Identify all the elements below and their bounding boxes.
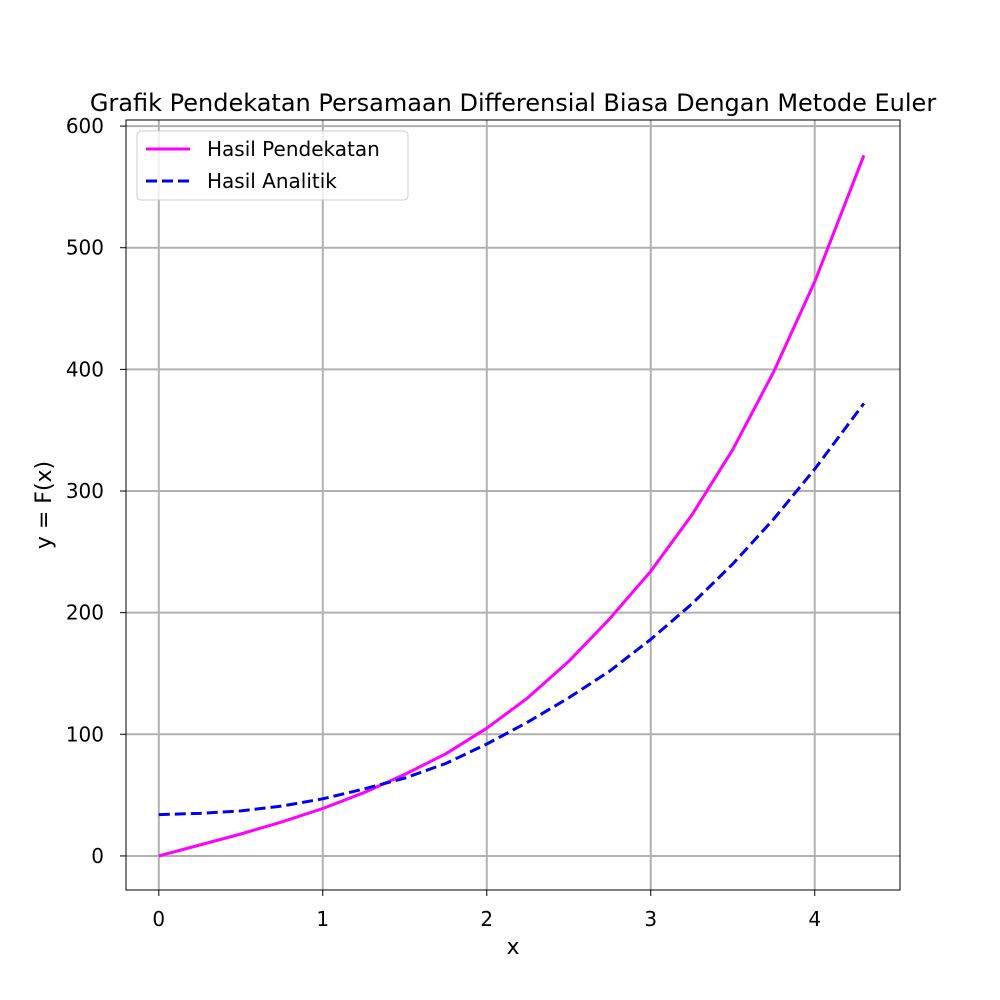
x-tick-label: 1 [316, 907, 329, 931]
x-tick-label: 2 [480, 907, 493, 931]
y-tick-label: 0 [91, 844, 104, 868]
grid [126, 120, 900, 890]
series-line-2 [158, 402, 866, 817]
y-tick-label: 400 [66, 357, 104, 381]
x-tick-label: 4 [808, 907, 821, 931]
plot-frame [125, 119, 901, 891]
legend-box [136, 130, 409, 201]
legend-label: Hasil Analitik [207, 169, 337, 193]
legend: Hasil Pendekatan Hasil Analitik [136, 130, 409, 201]
series-lines [158, 154, 866, 858]
series-line-1 [158, 154, 866, 858]
legend-label: Hasil Pendekatan [207, 137, 380, 161]
y-tick-label: 600 [66, 114, 104, 138]
x-tick-label: 3 [644, 907, 657, 931]
y-tick-label: 300 [66, 479, 104, 503]
chart-title: Grafik Pendekatan Persamaan Differensial… [90, 89, 937, 117]
y-tick-label: 200 [66, 601, 104, 625]
x-axis-ticks: 0 1 2 3 4 [152, 890, 821, 931]
y-tick-label: 100 [66, 722, 104, 746]
x-axis-label: x [506, 935, 519, 960]
y-tick-label: 500 [66, 236, 104, 260]
x-tick-label: 0 [152, 907, 165, 931]
y-axis-ticks: 0 100 200 300 400 500 600 [66, 114, 126, 868]
y-axis-label: y = F(x) [32, 461, 57, 549]
